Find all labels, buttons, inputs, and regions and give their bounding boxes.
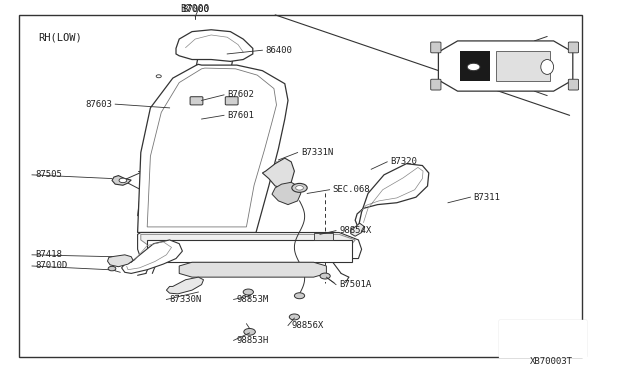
Polygon shape (166, 277, 204, 294)
Bar (147, 240, 352, 262)
Polygon shape (438, 41, 573, 91)
Polygon shape (138, 232, 362, 259)
Text: B7331N: B7331N (301, 148, 333, 157)
Text: 98853M: 98853M (237, 295, 269, 304)
Text: 98854X: 98854X (339, 226, 371, 235)
FancyBboxPatch shape (225, 97, 238, 105)
FancyBboxPatch shape (431, 42, 441, 53)
Circle shape (289, 314, 300, 320)
Text: 98856X: 98856X (291, 321, 323, 330)
Polygon shape (108, 255, 133, 267)
Polygon shape (138, 64, 288, 232)
Circle shape (244, 328, 255, 335)
Polygon shape (176, 30, 253, 61)
Text: 87603: 87603 (85, 100, 112, 109)
Circle shape (296, 186, 303, 190)
Text: XB70003T: XB70003T (530, 357, 573, 366)
Circle shape (467, 63, 480, 71)
FancyBboxPatch shape (568, 79, 579, 90)
Bar (314, 232, 333, 240)
Text: 86400: 86400 (266, 46, 292, 55)
Polygon shape (179, 262, 326, 277)
Text: 87505: 87505 (35, 170, 62, 179)
FancyBboxPatch shape (190, 97, 203, 105)
Text: B7418: B7418 (35, 250, 62, 259)
Text: 87330N: 87330N (170, 295, 202, 304)
Circle shape (108, 266, 116, 271)
Text: B7601: B7601 (227, 111, 254, 120)
FancyBboxPatch shape (568, 42, 579, 53)
Bar (19, 15, 582, 357)
Text: RH(LOW): RH(LOW) (38, 32, 82, 42)
Polygon shape (112, 176, 131, 185)
Circle shape (119, 178, 127, 183)
Circle shape (294, 293, 305, 299)
Circle shape (156, 75, 161, 78)
Text: B7501A: B7501A (339, 280, 371, 289)
Polygon shape (355, 164, 429, 227)
Circle shape (320, 273, 330, 279)
Polygon shape (272, 182, 301, 205)
FancyBboxPatch shape (431, 79, 441, 90)
Text: B7000: B7000 (182, 5, 209, 14)
Polygon shape (351, 223, 365, 236)
Text: 87010D: 87010D (35, 262, 67, 270)
Polygon shape (499, 320, 640, 372)
Text: 98853H: 98853H (237, 336, 269, 345)
Bar (460, 51, 490, 81)
Polygon shape (141, 234, 355, 249)
Text: B7602: B7602 (227, 90, 254, 99)
Text: B7311: B7311 (474, 193, 500, 202)
Circle shape (292, 183, 307, 192)
Circle shape (243, 289, 253, 295)
Text: B7000: B7000 (180, 4, 210, 14)
Text: B7320: B7320 (390, 157, 417, 166)
Bar (496, 51, 550, 81)
Polygon shape (122, 240, 182, 273)
Polygon shape (262, 158, 294, 188)
Text: SEC.068: SEC.068 (333, 185, 371, 194)
Ellipse shape (541, 60, 554, 74)
